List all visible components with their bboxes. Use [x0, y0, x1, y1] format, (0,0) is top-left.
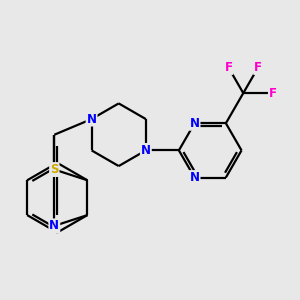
Text: N: N [190, 171, 200, 184]
Text: N: N [87, 112, 97, 126]
Text: F: F [224, 61, 232, 74]
Text: N: N [141, 144, 151, 157]
Text: F: F [269, 87, 277, 100]
Text: N: N [49, 219, 59, 232]
Text: N: N [190, 117, 200, 130]
Text: S: S [50, 163, 58, 176]
Text: F: F [254, 61, 262, 74]
